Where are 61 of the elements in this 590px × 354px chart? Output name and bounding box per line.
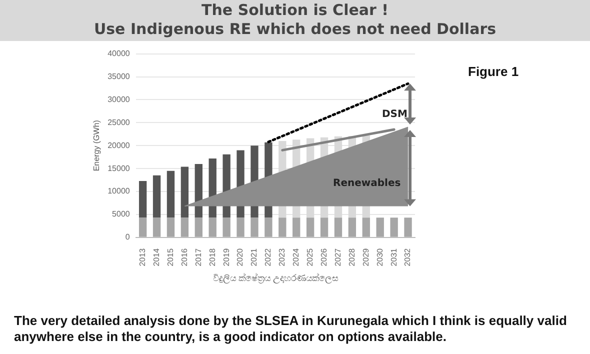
bar — [390, 218, 398, 237]
bar — [180, 166, 189, 218]
bar — [194, 218, 202, 237]
x-tick-label: 2013 — [138, 248, 148, 266]
bar — [334, 218, 342, 237]
bar — [138, 180, 147, 218]
x-tick-label: 2020 — [236, 248, 245, 266]
y-tick-label: 0 — [125, 232, 130, 242]
x-tick-label: 2027 — [333, 248, 342, 266]
y-tick-label: 35000 — [108, 72, 130, 81]
y-tick-label: 15000 — [108, 164, 130, 173]
annotation: DSM — [382, 109, 408, 120]
bar — [404, 218, 412, 237]
x-tick-label: 2022 — [264, 248, 273, 266]
x-axis-title: විදුලිය ක්ෂේත්‍රය උදාහරණයක්ලෙස — [212, 273, 339, 284]
bar — [292, 218, 300, 237]
bar — [222, 218, 230, 237]
x-tick-label: 2018 — [208, 248, 217, 266]
x-tick-label: 2030 — [375, 248, 384, 266]
x-tick-label: 2024 — [292, 248, 301, 266]
x-tick-label: 2029 — [361, 248, 370, 266]
caption: Figure 1 — [468, 64, 519, 79]
chart-subtitle: Use Indigenous RE which does not need Dollars — [92, 20, 498, 39]
x-tick-label: 2028 — [347, 248, 356, 266]
y-tick-label: 10000 — [108, 186, 130, 196]
x-tick-label: 2019 — [222, 248, 231, 266]
bar — [166, 218, 175, 237]
annotation: Renewables — [333, 178, 401, 189]
x-tick-label: 2021 — [250, 248, 259, 266]
bar — [208, 218, 216, 237]
y-tick-label: 20000 — [108, 140, 130, 150]
bar — [152, 175, 161, 218]
bar — [376, 218, 384, 237]
bar — [348, 218, 356, 237]
bar — [152, 218, 161, 237]
x-tick-label: 2017 — [194, 248, 203, 266]
bar — [306, 218, 314, 237]
x-tick-label: 2031 — [389, 248, 398, 266]
x-tick-label: 2015 — [166, 248, 175, 266]
x-tick-label: 2026 — [319, 248, 328, 266]
x-tick-label: 2016 — [180, 248, 189, 266]
bar — [236, 218, 244, 237]
bar — [264, 218, 272, 237]
y-tick-label: 25000 — [108, 118, 130, 127]
bar — [362, 218, 370, 237]
y-tick-label: 30000 — [108, 94, 130, 104]
bar — [166, 170, 175, 218]
bar — [180, 218, 189, 237]
x-tick-label: 2014 — [152, 248, 161, 266]
y-axis-title: Energy (GWh) — [92, 120, 102, 172]
bar — [278, 218, 286, 237]
y-tick-label: 40000 — [108, 49, 130, 58]
chart-title: The Solution is Clear ! — [200, 1, 390, 20]
x-tick-label: 2032 — [403, 248, 412, 266]
bar — [138, 218, 147, 237]
x-tick-label: 2023 — [278, 248, 287, 266]
bar — [320, 218, 328, 237]
y-tick-label: 5000 — [112, 210, 130, 219]
bar — [250, 218, 258, 237]
text: The very detailed analysis done by the SLSEA in Kurunegala which I think is equally valid anywhere else in the country, is a good indicator on options available. — [14, 313, 568, 345]
x-tick-label: 2025 — [306, 248, 315, 266]
